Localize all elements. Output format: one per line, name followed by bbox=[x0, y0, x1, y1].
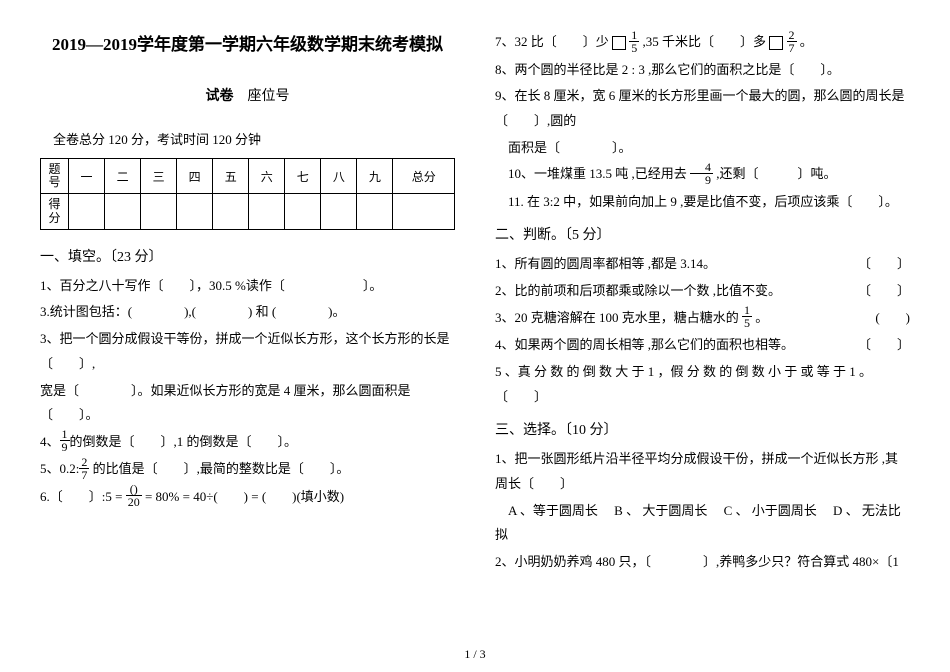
col-h: 八 bbox=[321, 159, 357, 194]
x1b: A 、等于圆周长 B 、 大于圆周长 C 、 小于圆周长 D 、 无法比拟 bbox=[495, 499, 910, 548]
q7-pre: 7、32 比〔 〕少 bbox=[495, 34, 612, 49]
j5: 5 、真 分 数 的 倒 数 大 于 1 ，假 分 数 的 倒 数 小 于 或 … bbox=[495, 360, 910, 409]
frac-d: 20 bbox=[126, 496, 142, 508]
frac-2-7: 27 bbox=[787, 29, 797, 54]
score-cell bbox=[141, 194, 177, 229]
j4-text: 4、如果两个圆的周长相等 ,那么它们的面积也相等。 bbox=[495, 337, 794, 352]
j4-blank: 〔 〕 bbox=[858, 333, 910, 358]
frac-4-9: 49 bbox=[690, 161, 713, 186]
j2: 2、比的前项和后项都乘或除以一个数 ,比值不变。 〔 〕 bbox=[495, 279, 910, 304]
col-h: 九 bbox=[357, 159, 393, 194]
j1: 1、所有圆的圆周率都相等 ,都是 3.14。 〔 〕 bbox=[495, 252, 910, 277]
q8: 8、两个圆的半径比是 2 : 3 ,那么它们的面积之比是〔 〕。 bbox=[495, 58, 910, 83]
score-cell bbox=[213, 194, 249, 229]
q1: 1、百分之八十写作〔 〕，30.5 %读作〔 〕。 bbox=[40, 274, 455, 299]
section-2: 二、判断。〔5 分〕 bbox=[495, 224, 910, 244]
q3a: 3、把一个圆分成假设干等份，拼成一个近似长方形，这个长方形的长是〔 〕, bbox=[40, 327, 455, 376]
j2-text: 2、比的前项和后项都乘或除以一个数 ,比值不变。 bbox=[495, 283, 781, 298]
q4: 4、19的倒数是〔 〕,1 的倒数是〔 〕。 bbox=[40, 430, 455, 456]
q6-pre: 6.〔 〕:5 = bbox=[40, 489, 126, 504]
frac-n: 2 bbox=[79, 456, 89, 469]
box-icon bbox=[612, 36, 626, 50]
j3: 3、20 克糖溶解在 100 克水里，糖占糖水的 15 。 ( ) bbox=[495, 306, 910, 332]
col-h: 六 bbox=[249, 159, 285, 194]
frac-d: 7 bbox=[79, 469, 89, 481]
row1-label: 题号 bbox=[41, 159, 69, 194]
frac-1-5: 15 bbox=[629, 29, 639, 54]
row2-label: 得分 bbox=[41, 194, 69, 229]
j1-text: 1、所有圆的圆周率都相等 ,都是 3.14。 bbox=[495, 256, 716, 271]
frac-1-5: 15 bbox=[742, 304, 752, 329]
q10-pre: 10、一堆煤重 13.5 吨 ,已经用去 bbox=[508, 166, 690, 181]
q10: 10、一堆煤重 13.5 吨 ,已经用去 49 ,还剩〔 〕吨。 bbox=[495, 162, 910, 188]
score-cell bbox=[321, 194, 357, 229]
frac-1-9: 19 bbox=[60, 428, 70, 453]
score-cell bbox=[249, 194, 285, 229]
q4-pre: 4、 bbox=[40, 434, 60, 449]
section-1: 一、填空。〔23 分〕 bbox=[40, 246, 455, 266]
frac-d: 5 bbox=[629, 42, 639, 54]
q11: 11. 在 3:2 中，如果前向加上 9 ,要是比值不变，后项应该乘〔 〕。 bbox=[495, 190, 910, 215]
subtitle-bold: 试卷 bbox=[206, 89, 234, 104]
j1-blank: 〔 〕 bbox=[858, 252, 910, 277]
score-cell bbox=[105, 194, 141, 229]
frac-d: 5 bbox=[742, 317, 752, 329]
q3b: 宽是〔 〕。如果近似长方形的宽是 4 厘米，那么圆面积是〔 〕。 bbox=[40, 379, 455, 428]
j3-pre: 3、20 克糖溶解在 100 克水里，糖占糖水的 bbox=[495, 310, 742, 325]
frac-n: 2 bbox=[787, 29, 797, 42]
q7-mid: ,35 千米比〔 〕多 bbox=[639, 34, 769, 49]
frac-blank-20: ()20 bbox=[126, 483, 142, 508]
score-cell bbox=[285, 194, 321, 229]
frac-d: 9 bbox=[690, 174, 713, 186]
col-h: 总分 bbox=[393, 159, 455, 194]
subtitle-rest: 座位号 bbox=[234, 89, 290, 104]
q5-pre: 5、0.2: bbox=[40, 461, 79, 476]
score-cell bbox=[177, 194, 213, 229]
j2-blank: 〔 〕 bbox=[858, 279, 910, 304]
x2: 2、小明奶奶养鸡 480 只，〔 〕,养鸭多少只？符合算式 480×〔1 bbox=[495, 550, 910, 575]
col-h: 一 bbox=[69, 159, 105, 194]
q4-post: 的倒数是〔 〕,1 的倒数是〔 〕。 bbox=[70, 434, 298, 449]
q5: 5、0.2:27 的比值是〔 〕,最简的整数比是〔 〕。 bbox=[40, 457, 455, 483]
page-title: 2019—2019学年度第一学期六年级数学期末统考模拟 bbox=[40, 30, 455, 55]
col-h: 五 bbox=[213, 159, 249, 194]
j4: 4、如果两个圆的周长相等 ,那么它们的面积也相等。 〔 〕 bbox=[495, 333, 910, 358]
q6-post: = 80% = 40÷( ) = ( )(填小数) bbox=[142, 489, 344, 504]
section-3: 三、选择。〔10 分〕 bbox=[495, 419, 910, 439]
box-icon bbox=[769, 36, 783, 50]
page-number: 1 / 3 bbox=[0, 647, 950, 662]
q5-post: 的比值是〔 〕,最简的整数比是〔 〕。 bbox=[89, 461, 349, 476]
frac-n: 1 bbox=[629, 29, 639, 42]
j3-blank: ( ) bbox=[875, 306, 910, 331]
x1a: 1、把一张圆形纸片沿半径平均分成假设干份，拼成一个近似长方形 ,其周长〔 〕 bbox=[495, 447, 910, 496]
col-h: 七 bbox=[285, 159, 321, 194]
q6: 6.〔 〕:5 = ()20 = 80% = 40÷( ) = ( )(填小数) bbox=[40, 485, 455, 511]
q-stat: 3.统计图包括：( ),( ) 和 ( )。 bbox=[40, 300, 455, 325]
score-cell bbox=[393, 194, 455, 229]
q9a: 9、在长 8 厘米，宽 6 厘米的长方形里画一个最大的圆，那么圆的周长是〔 〕,… bbox=[495, 84, 910, 133]
col-h: 二 bbox=[105, 159, 141, 194]
score-cell bbox=[357, 194, 393, 229]
score-table: 题号 一 二 三 四 五 六 七 八 九 总分 得分 bbox=[40, 158, 455, 230]
q7: 7、32 比〔 〕少 15 ,35 千米比〔 〕多 27 。 bbox=[495, 30, 910, 56]
j3-post: 。 bbox=[752, 310, 768, 325]
exam-info: 全卷总分 120 分，考试时间 120 分钟 bbox=[40, 129, 455, 148]
q7-post: 。 bbox=[797, 34, 813, 49]
score-cell bbox=[69, 194, 105, 229]
q9b: 面积是〔 〕。 bbox=[495, 136, 910, 161]
frac-2-7: 27 bbox=[79, 456, 89, 481]
subtitle: 试卷 座位号 bbox=[40, 85, 455, 105]
frac-d: 7 bbox=[787, 42, 797, 54]
q10-post: ,还剩〔 〕吨。 bbox=[713, 166, 837, 181]
col-h: 三 bbox=[141, 159, 177, 194]
frac-n: 4 bbox=[690, 161, 713, 174]
col-h: 四 bbox=[177, 159, 213, 194]
frac-d: 9 bbox=[60, 441, 70, 453]
